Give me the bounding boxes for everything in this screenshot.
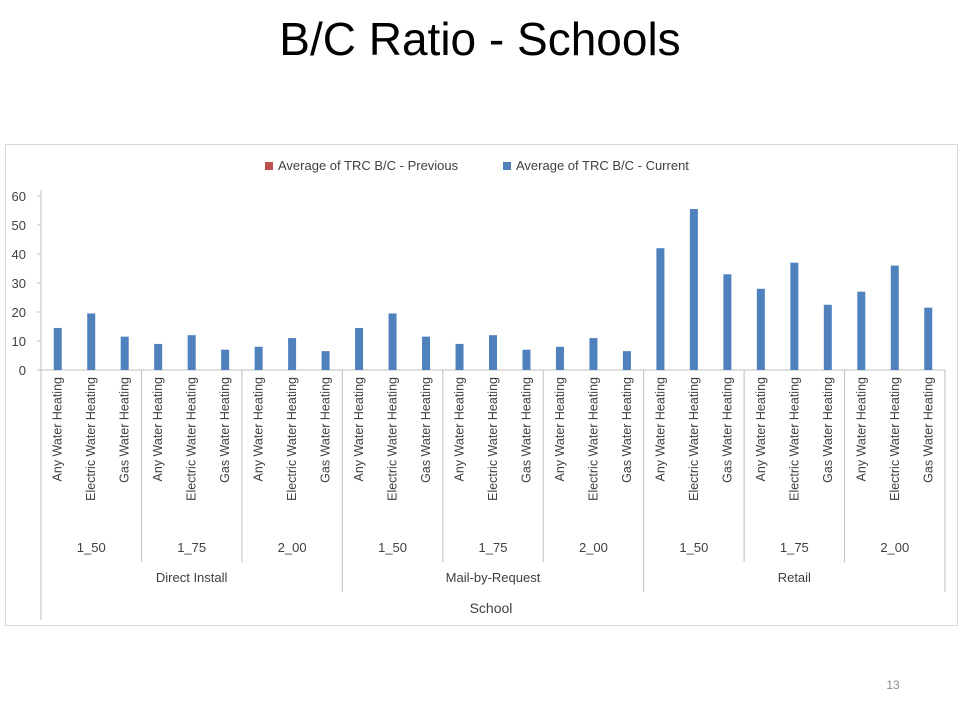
- x-category-label: Electric Water Heating: [386, 377, 400, 501]
- channel-label: Retail: [778, 570, 811, 585]
- x-category-label: Gas Water Heating: [519, 377, 533, 483]
- x-category-label: Any Water Heating: [453, 377, 467, 481]
- bar-current: [723, 274, 732, 370]
- legend-swatch-previous: [265, 162, 273, 170]
- subgroup-label: 1_75: [479, 540, 508, 555]
- bar-current: [857, 291, 866, 370]
- x-category-label: Electric Water Heating: [185, 377, 199, 501]
- x-category-label: Gas Water Heating: [821, 377, 835, 483]
- x-category-label: Any Water Heating: [854, 377, 868, 481]
- axis-title: School: [470, 600, 513, 616]
- x-category-label: Any Water Heating: [754, 377, 768, 481]
- legend-swatch-current: [503, 162, 511, 170]
- subgroup-label: 1_50: [77, 540, 106, 555]
- bar-current: [489, 335, 497, 370]
- x-category-label: Gas Water Heating: [921, 377, 935, 483]
- x-category-label: Gas Water Heating: [620, 377, 634, 483]
- x-category-label: Electric Water Heating: [84, 377, 98, 501]
- x-category-label: Electric Water Heating: [285, 377, 299, 501]
- bar-current: [321, 351, 330, 370]
- bar-current: [288, 338, 297, 370]
- x-category-label: Gas Water Heating: [319, 377, 333, 483]
- slide-title: B/C Ratio - Schools: [279, 13, 681, 65]
- legend-label-previous: Average of TRC B/C - Previous: [278, 158, 459, 173]
- x-category-label: Electric Water Heating: [486, 377, 500, 501]
- bar-current: [120, 336, 129, 370]
- x-category-label: Electric Water Heating: [586, 377, 600, 501]
- subgroup-label: 2_00: [579, 540, 608, 555]
- bar-current: [589, 338, 598, 370]
- x-category-label: Electric Water Heating: [687, 377, 701, 501]
- legend-label-current: Average of TRC B/C - Current: [516, 158, 689, 173]
- bar-current: [689, 209, 698, 370]
- bar-current: [823, 304, 832, 370]
- subgroup-label: 2_00: [278, 540, 307, 555]
- x-category-label: Any Water Heating: [653, 377, 667, 481]
- channel-label: Mail-by-Request: [446, 570, 541, 585]
- bar-current: [221, 349, 230, 370]
- subgroup-label: 1_50: [378, 540, 407, 555]
- bar-current: [656, 248, 665, 370]
- bar-current: [422, 336, 431, 370]
- subgroup-label: 1_75: [780, 540, 809, 555]
- bar-current: [455, 343, 464, 370]
- x-category-label: Gas Water Heating: [218, 377, 232, 483]
- bar-current: [890, 265, 899, 370]
- x-category-label: Any Water Heating: [51, 377, 65, 481]
- bars: [53, 209, 933, 370]
- bar-current: [187, 335, 196, 370]
- chart-frame: [5, 144, 958, 626]
- legend: Average of TRC B/C - Previous Average of…: [265, 158, 689, 173]
- x-category-label: Any Water Heating: [151, 377, 165, 481]
- channel-label: Direct Install: [156, 570, 228, 585]
- bar-current: [355, 327, 364, 370]
- page-number: 13: [886, 678, 900, 692]
- x-axis-labels: Any Water Heating Electric Water Heating G…: [51, 377, 936, 585]
- y-tick-label: 50: [12, 218, 26, 233]
- y-tick-label: 20: [12, 305, 26, 320]
- x-category-label: Gas Water Heating: [419, 377, 433, 483]
- bar-current: [388, 313, 397, 370]
- x-category-label: Electric Water Heating: [787, 377, 801, 501]
- x-category-label: Any Water Heating: [252, 377, 266, 481]
- x-category-label: Any Water Heating: [352, 377, 366, 481]
- bar-current: [924, 307, 933, 370]
- subgroup-label: 1_50: [679, 540, 708, 555]
- x-category-label: Gas Water Heating: [720, 377, 734, 483]
- x-category-label: Electric Water Heating: [888, 377, 902, 501]
- bar-current: [87, 313, 96, 370]
- bar-current: [622, 351, 631, 370]
- y-tick-label: 10: [12, 334, 26, 349]
- y-tick-label: 0: [19, 363, 26, 378]
- subgroup-label: 2_00: [880, 540, 909, 555]
- bar-current: [254, 346, 263, 370]
- x-category-label: Gas Water Heating: [118, 377, 132, 483]
- y-tick-label: 60: [12, 189, 26, 204]
- x-category-label: Any Water Heating: [553, 377, 567, 481]
- bar-current: [53, 327, 62, 370]
- y-tick-label: 40: [12, 247, 26, 262]
- y-tick-label: 30: [12, 276, 26, 291]
- bar-current: [555, 346, 564, 370]
- bar-current: [756, 288, 765, 370]
- bar-current: [154, 343, 163, 370]
- bar-current: [790, 262, 799, 370]
- subgroup-label: 1_75: [177, 540, 206, 555]
- bar-current: [522, 349, 531, 370]
